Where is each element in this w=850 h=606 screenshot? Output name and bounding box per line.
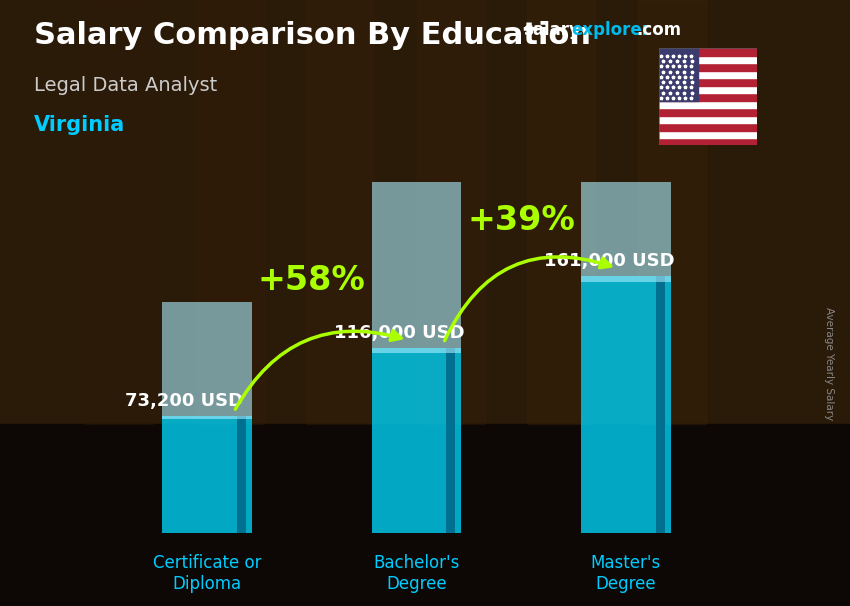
Bar xyxy=(659,56,756,64)
Text: Legal Data Analyst: Legal Data Analyst xyxy=(34,76,218,95)
Text: 161,000 USD: 161,000 USD xyxy=(544,251,674,270)
Bar xyxy=(659,138,756,145)
Bar xyxy=(659,123,756,130)
Bar xyxy=(659,48,756,56)
Bar xyxy=(659,64,756,71)
Bar xyxy=(446,348,455,533)
Text: explorer: explorer xyxy=(571,21,650,39)
Text: 73,200 USD: 73,200 USD xyxy=(125,392,243,410)
Text: salary: salary xyxy=(523,21,580,39)
Bar xyxy=(196,0,264,424)
Bar xyxy=(659,86,756,93)
Bar xyxy=(162,302,252,419)
Bar xyxy=(306,0,374,424)
Bar xyxy=(659,48,698,101)
Bar xyxy=(659,130,756,138)
Text: +58%: +58% xyxy=(258,264,366,298)
Bar xyxy=(371,348,462,533)
Text: Bachelor's
Degree: Bachelor's Degree xyxy=(373,554,460,593)
Bar xyxy=(0,0,850,424)
Bar xyxy=(162,416,252,533)
Text: Certificate or
Diploma: Certificate or Diploma xyxy=(153,554,261,593)
Text: .com: .com xyxy=(636,21,681,39)
Text: Virginia: Virginia xyxy=(34,115,125,135)
Text: Master's
Degree: Master's Degree xyxy=(591,554,661,593)
Bar xyxy=(659,116,756,123)
Text: +39%: +39% xyxy=(468,204,575,237)
Bar xyxy=(581,25,671,282)
Text: Salary Comparison By Education: Salary Comparison By Education xyxy=(34,21,591,50)
Bar xyxy=(638,0,706,424)
Bar xyxy=(416,0,484,424)
Bar xyxy=(659,71,756,78)
Bar xyxy=(659,101,756,108)
Bar xyxy=(527,0,595,424)
Bar xyxy=(659,78,756,86)
Text: Average Yearly Salary: Average Yearly Salary xyxy=(824,307,834,420)
Bar xyxy=(581,276,671,533)
Bar xyxy=(659,93,756,101)
Bar xyxy=(85,0,153,424)
Bar xyxy=(0,424,850,606)
Bar xyxy=(371,167,462,353)
Text: 116,000 USD: 116,000 USD xyxy=(334,324,465,342)
Bar xyxy=(236,416,246,533)
Bar xyxy=(655,276,665,533)
Bar xyxy=(659,108,756,116)
